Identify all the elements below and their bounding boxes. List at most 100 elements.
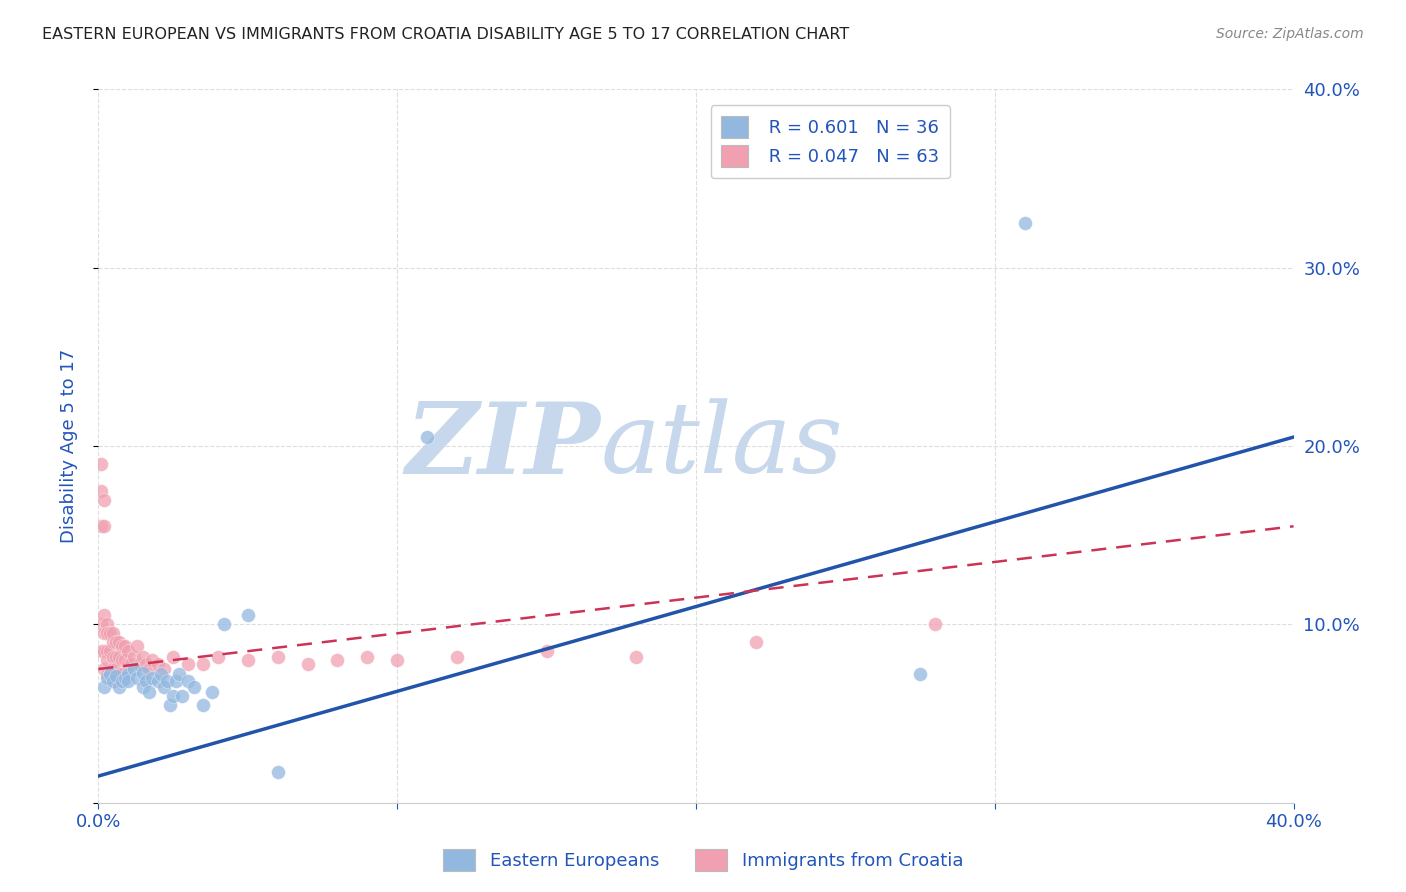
Point bbox=[111, 653, 134, 667]
Point bbox=[93, 492, 115, 507]
Point bbox=[114, 653, 136, 667]
Point bbox=[93, 626, 115, 640]
Point bbox=[100, 667, 122, 681]
Point bbox=[172, 689, 194, 703]
Point bbox=[297, 657, 319, 671]
Point bbox=[90, 457, 112, 471]
Point bbox=[745, 635, 768, 649]
Point bbox=[96, 667, 118, 681]
Point bbox=[103, 649, 125, 664]
Legend: Eastern Europeans, Immigrants from Croatia: Eastern Europeans, Immigrants from Croat… bbox=[436, 842, 970, 879]
Point bbox=[326, 653, 349, 667]
Point bbox=[536, 644, 558, 658]
Text: ZIP: ZIP bbox=[405, 398, 600, 494]
Point bbox=[105, 674, 128, 689]
Point bbox=[100, 626, 122, 640]
Point bbox=[132, 665, 155, 680]
Point bbox=[111, 639, 134, 653]
Point bbox=[141, 671, 163, 685]
Point bbox=[159, 698, 181, 712]
Point bbox=[108, 649, 131, 664]
Point bbox=[236, 608, 259, 623]
Point bbox=[90, 644, 112, 658]
Point bbox=[446, 649, 468, 664]
Point bbox=[165, 674, 187, 689]
Point bbox=[416, 430, 439, 444]
Point bbox=[114, 671, 136, 685]
Point bbox=[96, 626, 118, 640]
Point bbox=[129, 657, 152, 671]
Text: atlas: atlas bbox=[600, 399, 844, 493]
Point bbox=[201, 685, 224, 699]
Point bbox=[103, 671, 125, 685]
Point bbox=[96, 644, 118, 658]
Point bbox=[167, 667, 190, 681]
Point bbox=[138, 662, 160, 676]
Point bbox=[236, 653, 259, 667]
Point bbox=[103, 674, 125, 689]
Point bbox=[162, 689, 184, 703]
Point bbox=[132, 649, 155, 664]
Point bbox=[153, 680, 176, 694]
Point bbox=[162, 649, 184, 664]
Point bbox=[108, 667, 131, 681]
Point bbox=[120, 657, 142, 671]
Point bbox=[212, 617, 235, 632]
Point bbox=[148, 674, 170, 689]
Point bbox=[177, 674, 200, 689]
Point bbox=[385, 653, 409, 667]
Point bbox=[114, 639, 136, 653]
Point bbox=[356, 649, 378, 664]
Point bbox=[117, 667, 139, 681]
Point bbox=[105, 662, 128, 676]
Point bbox=[105, 635, 128, 649]
Point bbox=[117, 657, 139, 671]
Point bbox=[191, 657, 214, 671]
Point bbox=[93, 608, 115, 623]
Point bbox=[141, 653, 163, 667]
Point bbox=[153, 662, 176, 676]
Point bbox=[124, 649, 146, 664]
Point bbox=[177, 657, 200, 671]
Point bbox=[135, 674, 157, 689]
Point bbox=[127, 639, 149, 653]
Point bbox=[103, 635, 125, 649]
Point bbox=[207, 649, 229, 664]
Point bbox=[156, 674, 179, 689]
Point bbox=[100, 644, 122, 658]
Point bbox=[93, 662, 115, 676]
Point bbox=[108, 635, 131, 649]
Point bbox=[117, 644, 139, 658]
Text: EASTERN EUROPEAN VS IMMIGRANTS FROM CROATIA DISABILITY AGE 5 TO 17 CORRELATION C: EASTERN EUROPEAN VS IMMIGRANTS FROM CROA… bbox=[42, 27, 849, 42]
Legend:  R = 0.601   N = 36,  R = 0.047   N = 63: R = 0.601 N = 36, R = 0.047 N = 63 bbox=[710, 105, 950, 178]
Point bbox=[183, 680, 205, 694]
Point bbox=[924, 617, 946, 632]
Point bbox=[124, 662, 146, 676]
Point bbox=[111, 667, 134, 681]
Point bbox=[103, 626, 125, 640]
Point bbox=[90, 483, 112, 498]
Point bbox=[117, 674, 139, 689]
Point bbox=[103, 662, 125, 676]
Point bbox=[127, 671, 149, 685]
Point bbox=[908, 667, 931, 681]
Point bbox=[150, 667, 173, 681]
Point bbox=[96, 617, 118, 632]
Point bbox=[626, 649, 648, 664]
Point bbox=[105, 669, 128, 683]
Point bbox=[132, 680, 155, 694]
Point bbox=[111, 674, 134, 689]
Point bbox=[90, 617, 112, 632]
Point bbox=[267, 765, 290, 780]
Point bbox=[135, 657, 157, 671]
Point bbox=[93, 680, 115, 694]
Point bbox=[90, 519, 112, 533]
Point bbox=[96, 653, 118, 667]
Point bbox=[1014, 216, 1036, 230]
Point bbox=[108, 680, 131, 694]
Y-axis label: Disability Age 5 to 17: Disability Age 5 to 17 bbox=[59, 349, 77, 543]
Point bbox=[191, 698, 214, 712]
Point bbox=[96, 671, 118, 685]
Point bbox=[138, 685, 160, 699]
Text: Source: ZipAtlas.com: Source: ZipAtlas.com bbox=[1216, 27, 1364, 41]
